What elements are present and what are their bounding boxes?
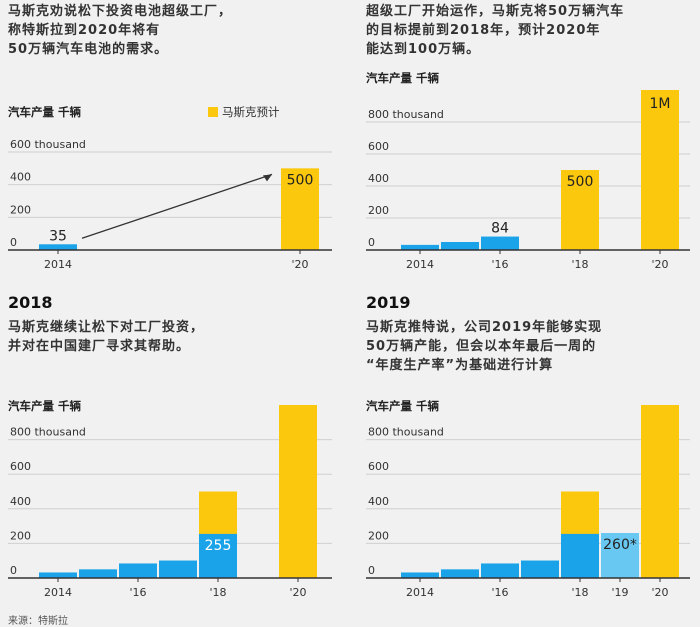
bar [39,572,77,578]
y-tick-label: 600 [368,140,389,153]
y-tick-label: 0 [368,236,375,249]
data-label: 35 [49,228,67,244]
bar [561,170,599,250]
x-tick-label: '20 [651,258,668,271]
data-label: 500 [567,174,594,190]
chart-1: 0 200 400 600 thousand 2014 '20 35 500 [8,138,332,271]
panel-4-heading: 2019 [366,293,411,312]
y-tick-label: 400 [368,495,389,508]
source-note: 来源：特斯拉 [8,616,68,627]
legend-swatch [208,107,218,117]
panel-3-desc-line: 马斯克继续让松下对工厂投资， [8,320,205,335]
y-tick-label: 800 thousand [10,426,86,439]
x-tick-label: '16 [491,586,508,599]
bar [481,563,519,578]
panel-2-ylabel: 汽车产量 千辆 [366,71,440,85]
x-tick-label: '19 [611,586,628,599]
x-tick-label: '18 [209,586,226,599]
x-tick-label: '16 [491,258,508,271]
x-tick-label: '20 [291,258,308,271]
data-label: 260* [603,537,637,553]
y-tick-label: 200 [10,529,31,542]
panel-1-legend: 马斯克预计 [208,104,280,120]
panel-4-desc-line: “年度生产率”为基础进行计算 [366,358,554,373]
bar [281,168,319,250]
x-tick-label: '18 [571,258,588,271]
bar [279,405,317,578]
y-tick-label: 200 [10,203,31,216]
data-label: 1M [650,96,671,112]
panel-1-description: 马斯克劝说松下投资电池超级工厂， 称特斯拉到2020年将有 50万辆汽车电池的需… [8,2,232,59]
y-tick-label: 600 [368,460,389,473]
x-tick-label: '20 [289,586,306,599]
panel-3-description: 马斯克继续让松下对工厂投资， 并对在中国建厂寻求其帮助。 [8,318,204,356]
y-tick-label: 200 [368,529,389,542]
trend-arrowhead [263,174,272,182]
bar [481,236,519,250]
x-tick-label: '18 [571,586,588,599]
bar [401,572,439,578]
y-tick-label: 600 [10,460,31,473]
bar [521,560,559,578]
legend-label: 马斯克预计 [222,105,280,119]
bar [641,405,679,578]
y-tick-label: 400 [368,172,389,185]
chart-3: 0 200 400 600 800 thousand 2014 '16 '18 '20 255 [8,405,332,599]
bar [441,569,479,578]
panel-3-heading: 2018 [8,293,53,312]
bar [79,569,117,578]
x-tick-label: 2014 [406,586,434,599]
panel-3-ylabel: 汽车产量 千辆 [8,399,82,413]
y-tick-label: 800 thousand [368,108,444,121]
bar [641,90,679,250]
panel-2-desc-line: 的目标提前到2018年，预计2020年 [366,23,601,38]
bar [441,242,479,250]
panel-4-desc-line: 马斯克推特说，公司2019年能够实现 [366,320,603,335]
x-tick-label: '20 [651,586,668,599]
y-tick-label: 400 [10,495,31,508]
panel-3-desc-line: 并对在中国建厂寻求其帮助。 [8,339,191,354]
y-tick-label: 0 [10,564,17,577]
y-tick-label: 200 [368,204,389,217]
panel-1-desc-line: 50万辆汽车电池的需求。 [8,42,169,57]
bar [561,533,599,578]
panel-4-desc-line: 50万辆产能，但会以本年最后一周的 [366,339,597,354]
panel-1-desc-line: 称特斯拉到2020年将有 [8,23,161,38]
bar [401,244,439,250]
y-tick-label: 800 thousand [368,426,444,439]
bar [159,560,197,578]
y-tick-label: 400 [10,171,31,184]
x-tick-label: 2014 [406,258,434,271]
bar [199,533,237,578]
x-tick-label: 2014 [44,586,72,599]
panel-2-description: 超级工厂开始运作，马斯克将50万辆汽车 的目标提前到2018年，预计2020年 … [366,2,624,59]
panel-4-ylabel: 汽车产量 千辆 [366,399,440,413]
y-tick-label: 0 [368,564,375,577]
panel-4-description: 马斯克推特说，公司2019年能够实现 50万辆产能，但会以本年最后一周的 “年度… [366,318,602,375]
x-tick-label: 2014 [44,258,72,271]
panel-1-desc-line: 马斯克劝说松下投资电池超级工厂， [8,4,233,19]
trend-arrow [81,173,273,239]
panel-1-ylabel: 汽车产量 千辆 [8,105,82,119]
chart-2: 0 200 400 600 800 thousand 2014 '16 '18 '20 84 500… [366,90,690,271]
x-tick-label: '16 [129,586,146,599]
bar [601,533,639,578]
panel-2-desc-line: 能达到100万辆。 [366,42,481,57]
y-tick-label: 0 [10,236,17,249]
y-tick-label: 600 thousand [10,138,86,151]
data-label: 255 [205,538,232,554]
bar [39,244,77,250]
bar [119,563,157,578]
data-label: 84 [491,221,509,237]
data-label: 500 [287,172,314,188]
panel-2-desc-line: 超级工厂开始运作，马斯克将50万辆汽车 [366,4,625,19]
